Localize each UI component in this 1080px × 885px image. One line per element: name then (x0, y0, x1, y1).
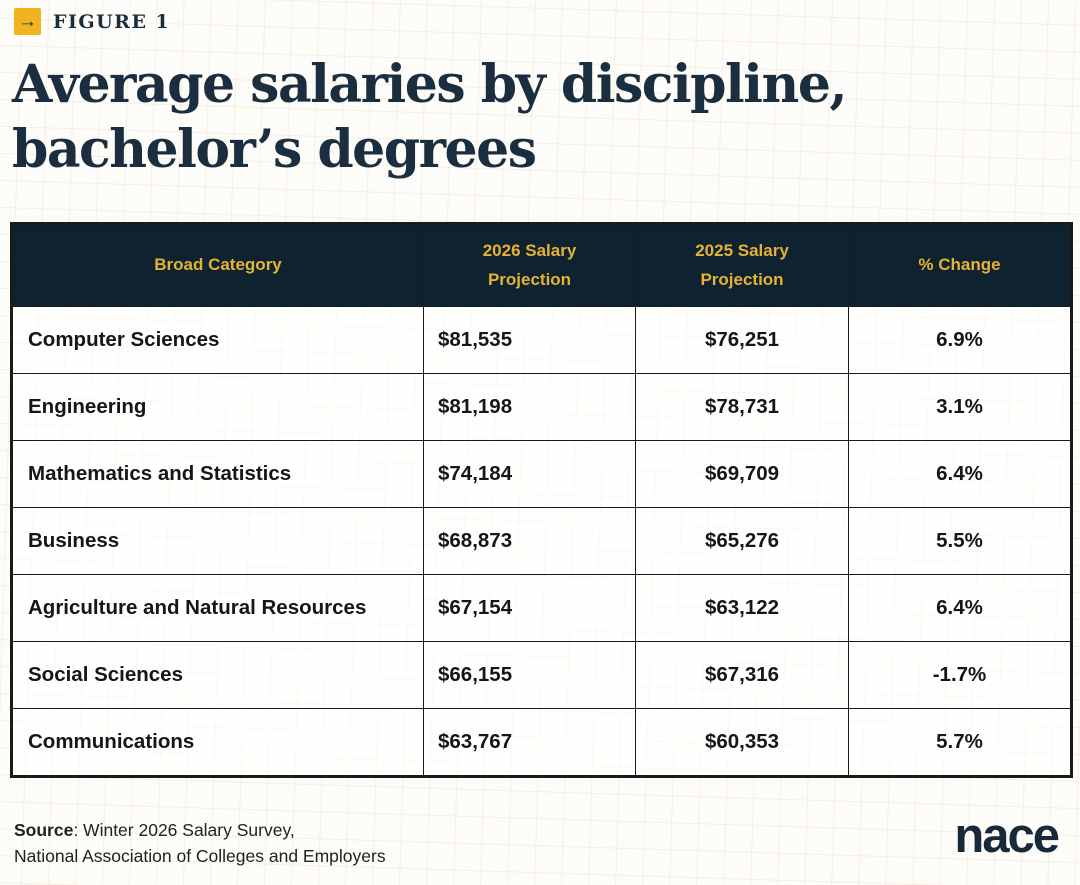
header-pct-change: % Change (848, 223, 1072, 307)
table-row: Business $68,873 $65,276 5.5% (11, 507, 1072, 575)
pct-change-cell: -1.7% (848, 641, 1072, 709)
salary-2025-cell: $76,251 (635, 306, 849, 374)
category-cell: Computer Sciences (11, 306, 424, 374)
table-row: Communications $63,767 $60,353 5.7% (11, 708, 1072, 777)
page-title-line1: Average salaries by discipline, (12, 54, 848, 115)
pct-change-cell: 5.7% (848, 708, 1072, 777)
salary-2026-cell: $67,154 (423, 574, 636, 642)
page-title: Average salaries by discipline, bachelor… (12, 52, 1068, 182)
header-2025-salary: 2025 Salary Projection (635, 223, 849, 307)
table-row: Engineering $81,198 $78,731 3.1% (11, 373, 1072, 441)
arrow-right-icon: → (14, 8, 41, 35)
pct-change-cell: 6.9% (848, 306, 1072, 374)
source-note: Source: Winter 2026 Salary Survey, Natio… (14, 817, 386, 870)
category-cell: Agriculture and Natural Resources (11, 574, 424, 642)
table-row: Mathematics and Statistics $74,184 $69,7… (11, 440, 1072, 508)
page-title-line2: bachelor’s degrees (12, 119, 537, 180)
header-broad-category: Broad Category (11, 223, 424, 307)
salary-table: Broad Category 2026 Salary Projection 20… (10, 222, 1073, 778)
figure-label: → FIGURE 1 (14, 8, 170, 35)
salary-2025-cell: $78,731 (635, 373, 849, 441)
salary-2025-cell: $63,122 (635, 574, 849, 642)
salary-2026-cell: $74,184 (423, 440, 636, 508)
salary-2025-cell: $65,276 (635, 507, 849, 575)
salary-2025-cell: $60,353 (635, 708, 849, 777)
category-cell: Engineering (11, 373, 424, 441)
source-label: Source (14, 820, 74, 840)
salary-2026-cell: $68,873 (423, 507, 636, 575)
salary-2026-cell: $63,767 (423, 708, 636, 777)
category-cell: Communications (11, 708, 424, 777)
header-2026-salary: 2026 Salary Projection (423, 223, 636, 307)
category-cell: Business (11, 507, 424, 575)
figure-label-text: FIGURE 1 (53, 10, 171, 33)
salary-2025-cell: $69,709 (635, 440, 849, 508)
salary-2025-cell: $67,316 (635, 641, 849, 709)
table-row: Social Sciences $66,155 $67,316 -1.7% (11, 641, 1072, 709)
pct-change-cell: 5.5% (848, 507, 1072, 575)
pct-change-cell: 6.4% (848, 440, 1072, 508)
source-text: : Winter 2026 Salary Survey, (73, 820, 295, 840)
table-header-row: Broad Category 2026 Salary Projection 20… (11, 223, 1072, 307)
salary-2026-cell: $66,155 (423, 641, 636, 709)
pct-change-cell: 3.1% (848, 373, 1072, 441)
nace-logo: nace (954, 809, 1060, 863)
salary-2026-cell: $81,535 (423, 306, 636, 374)
category-cell: Mathematics and Statistics (11, 440, 424, 508)
salary-2026-cell: $81,198 (423, 373, 636, 441)
table-row: Computer Sciences $81,535 $76,251 6.9% (11, 306, 1072, 374)
category-cell: Social Sciences (11, 641, 424, 709)
table-row: Agriculture and Natural Resources $67,15… (11, 574, 1072, 642)
pct-change-cell: 6.4% (848, 574, 1072, 642)
source-line2: National Association of Colleges and Emp… (14, 846, 386, 867)
